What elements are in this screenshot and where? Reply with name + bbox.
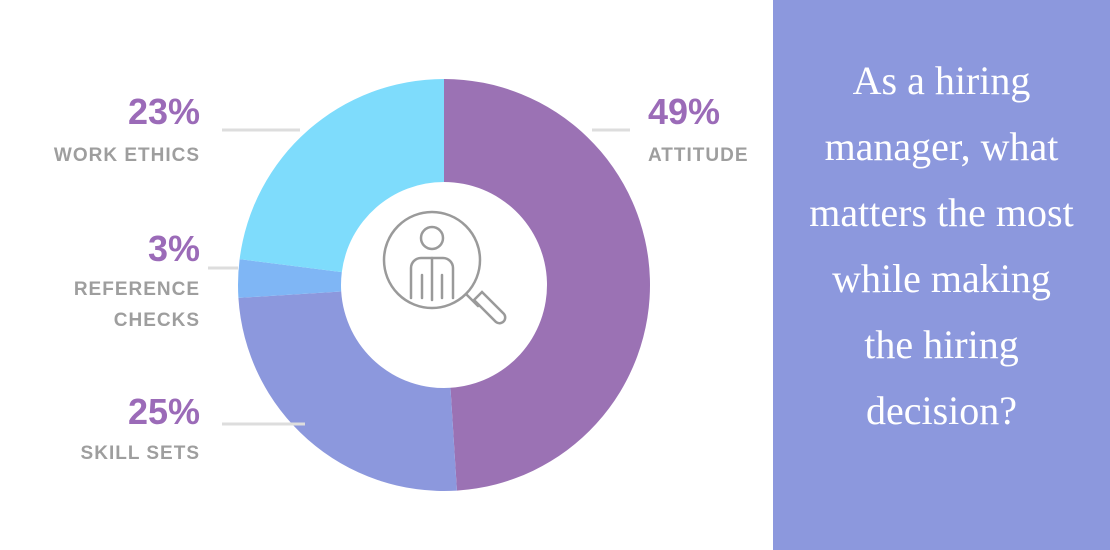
category-label: WORK ETHICS <box>53 145 200 166</box>
chart <box>208 79 651 491</box>
category-label: SKILL SETS <box>80 443 200 464</box>
center-icon <box>382 210 507 325</box>
value-label: 25% <box>127 391 200 432</box>
slice <box>238 291 457 491</box>
value-label: 3% <box>147 228 200 269</box>
question-panel: As a hiring manager, what matters the mo… <box>773 0 1110 550</box>
category-label: ATTITUDE <box>648 145 749 166</box>
question: As a hiring manager, what matters the mo… <box>809 58 1074 433</box>
value-label: 49% <box>648 91 721 132</box>
category-label: REFERENCE CHECKS <box>73 279 200 331</box>
value-label: 23% <box>127 91 200 132</box>
slice <box>444 79 651 491</box>
slice <box>238 259 342 298</box>
donut <box>238 79 651 491</box>
slice <box>239 79 444 273</box>
